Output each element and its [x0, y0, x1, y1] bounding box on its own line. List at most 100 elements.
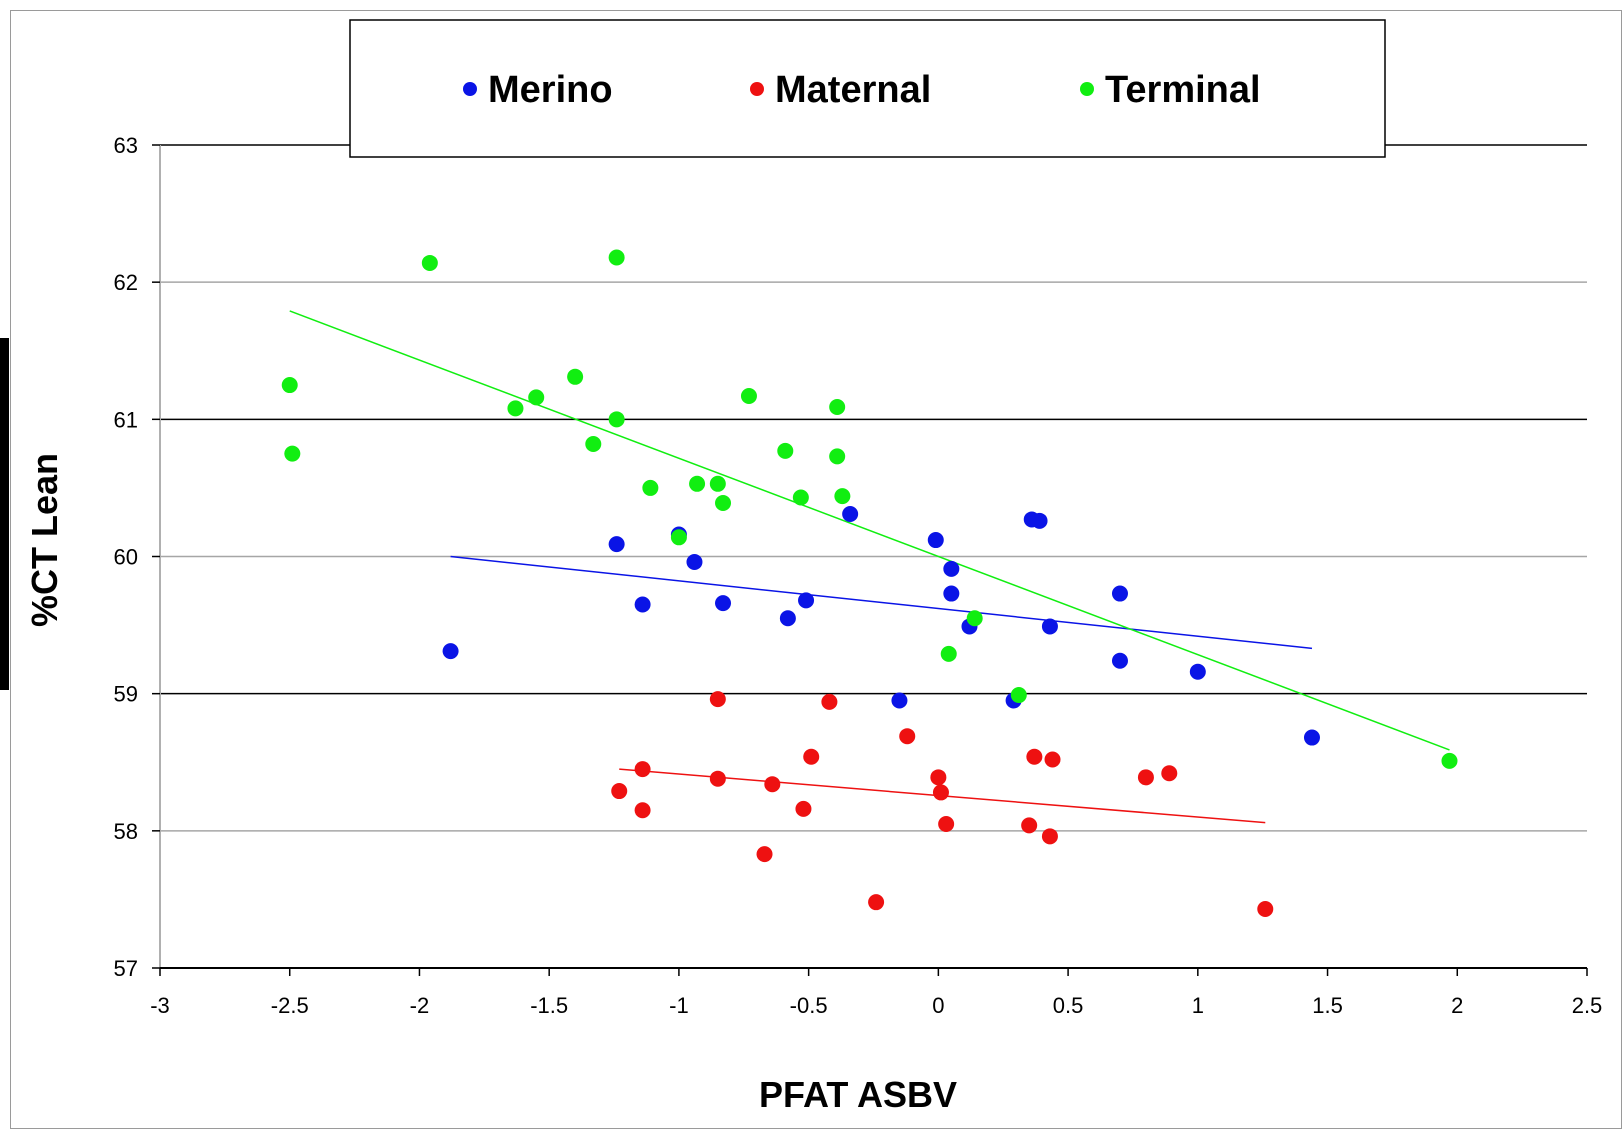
point-terminal	[670, 529, 687, 546]
y-tick-label-59: 59	[114, 682, 138, 707]
point-merino	[1031, 512, 1048, 529]
y-tick-label-58: 58	[114, 819, 138, 844]
trendline-terminal	[289, 310, 1450, 751]
point-merino	[1111, 585, 1128, 602]
point-terminal	[715, 495, 732, 512]
data-points	[281, 249, 1458, 918]
point-terminal	[1010, 687, 1027, 704]
point-terminal	[829, 398, 846, 415]
point-maternal	[764, 776, 781, 793]
point-merino	[686, 553, 703, 570]
x-tick-label--2.5: -2.5	[271, 993, 309, 1018]
x-tick-label--1.5: -1.5	[530, 993, 568, 1018]
point-maternal	[709, 770, 726, 787]
trendlines	[289, 310, 1450, 824]
legend-label-terminal: Terminal	[1105, 69, 1261, 111]
point-maternal	[756, 846, 773, 863]
point-terminal	[281, 377, 298, 394]
legend-marker-maternal	[750, 82, 764, 96]
point-terminal	[777, 442, 794, 459]
point-maternal	[634, 761, 651, 778]
point-terminal	[940, 645, 957, 662]
point-terminal	[284, 445, 301, 462]
x-tick-label--1: -1	[669, 993, 689, 1018]
point-maternal	[634, 802, 651, 819]
point-merino	[715, 595, 732, 612]
point-merino	[779, 610, 796, 627]
y-axis-title: %CT Lean	[24, 453, 65, 627]
point-maternal	[930, 769, 947, 786]
y-tick-label-60: 60	[114, 545, 138, 570]
legend: Merino Maternal Terminal	[349, 19, 1386, 158]
x-tick-label-1.5: 1.5	[1312, 993, 1343, 1018]
gridlines	[160, 144, 1587, 832]
point-maternal	[821, 693, 838, 710]
point-merino	[943, 560, 960, 577]
x-tick-label--0.5: -0.5	[790, 993, 828, 1018]
chart-frame	[10, 10, 1622, 1129]
point-merino	[842, 505, 859, 522]
legend-marker-terminal	[1080, 82, 1094, 96]
point-merino	[798, 592, 815, 609]
point-terminal	[608, 411, 625, 428]
point-maternal	[1044, 751, 1061, 768]
point-terminal	[966, 610, 983, 627]
x-tick-label-1: 1	[1192, 993, 1204, 1018]
point-merino	[608, 536, 625, 553]
point-merino	[442, 643, 459, 660]
point-terminal	[709, 475, 726, 492]
point-maternal	[868, 894, 885, 911]
point-merino	[634, 596, 651, 613]
legend-label-maternal: Maternal	[775, 69, 931, 111]
x-tick-label-2: 2	[1451, 993, 1463, 1018]
point-maternal	[938, 815, 955, 832]
legend-box	[349, 19, 1386, 158]
x-axis-title: PFAT ASBV	[759, 1074, 957, 1115]
point-maternal	[1026, 748, 1043, 765]
point-merino	[1303, 729, 1320, 746]
legend-label-merino: Merino	[488, 69, 613, 111]
point-maternal	[709, 691, 726, 708]
point-terminal	[740, 388, 757, 405]
left-edge-bar	[0, 338, 9, 690]
trendline-merino	[450, 555, 1313, 650]
point-merino	[1041, 618, 1058, 635]
point-terminal	[792, 489, 809, 506]
series-merino	[442, 505, 1320, 746]
point-terminal	[829, 448, 846, 465]
point-maternal	[803, 748, 820, 765]
point-maternal	[1041, 828, 1058, 845]
point-maternal	[795, 800, 812, 817]
point-maternal	[1257, 901, 1274, 918]
point-maternal	[1161, 765, 1178, 782]
axes	[152, 144, 1588, 976]
y-tick-label-61: 61	[114, 407, 138, 432]
point-maternal	[611, 783, 628, 800]
y-tick-label-63: 63	[114, 133, 138, 158]
point-merino	[1111, 652, 1128, 669]
point-terminal	[834, 488, 851, 505]
point-terminal	[528, 389, 545, 406]
point-terminal	[507, 400, 524, 417]
point-merino	[1189, 663, 1206, 680]
x-tick-label-2.5: 2.5	[1572, 993, 1603, 1018]
point-merino	[943, 585, 960, 602]
point-terminal	[689, 475, 706, 492]
point-terminal	[642, 479, 659, 496]
point-maternal	[932, 784, 949, 801]
series-maternal	[611, 691, 1274, 918]
point-terminal	[608, 249, 625, 266]
tick-labels: 57 58 59 60 61 62 63 -3 -2.5 -2 -1.5 -1 -0.5 0 0.5 1 1.5…	[114, 133, 1603, 1018]
x-tick-label--2: -2	[410, 993, 430, 1018]
point-terminal	[421, 254, 438, 271]
y-tick-label-57: 57	[114, 956, 138, 981]
y-tick-label-62: 62	[114, 270, 138, 295]
series-terminal	[281, 249, 1458, 769]
x-tick-label-0.5: 0.5	[1053, 993, 1084, 1018]
point-maternal	[1137, 769, 1154, 786]
point-maternal	[899, 728, 916, 745]
point-merino	[891, 692, 908, 709]
point-merino	[927, 532, 944, 549]
x-tick-label-0: 0	[932, 993, 944, 1018]
